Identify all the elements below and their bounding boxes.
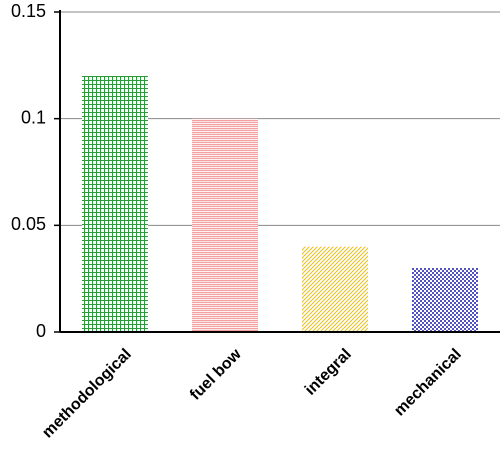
x-tick-label: integral	[302, 346, 355, 399]
x-tick-label: fuel bow	[187, 345, 245, 403]
y-tick-label: 0.15	[11, 1, 46, 21]
bar	[192, 118, 258, 333]
x-tick-label: methodological	[39, 346, 135, 442]
bar	[302, 246, 368, 332]
x-tick-label: mechanical	[391, 346, 465, 420]
bar	[412, 268, 478, 332]
y-tick-label: 0.05	[11, 214, 46, 234]
y-tick-label: 0.1	[21, 107, 46, 127]
y-tick-label: 0	[36, 321, 46, 341]
bar	[82, 76, 148, 332]
